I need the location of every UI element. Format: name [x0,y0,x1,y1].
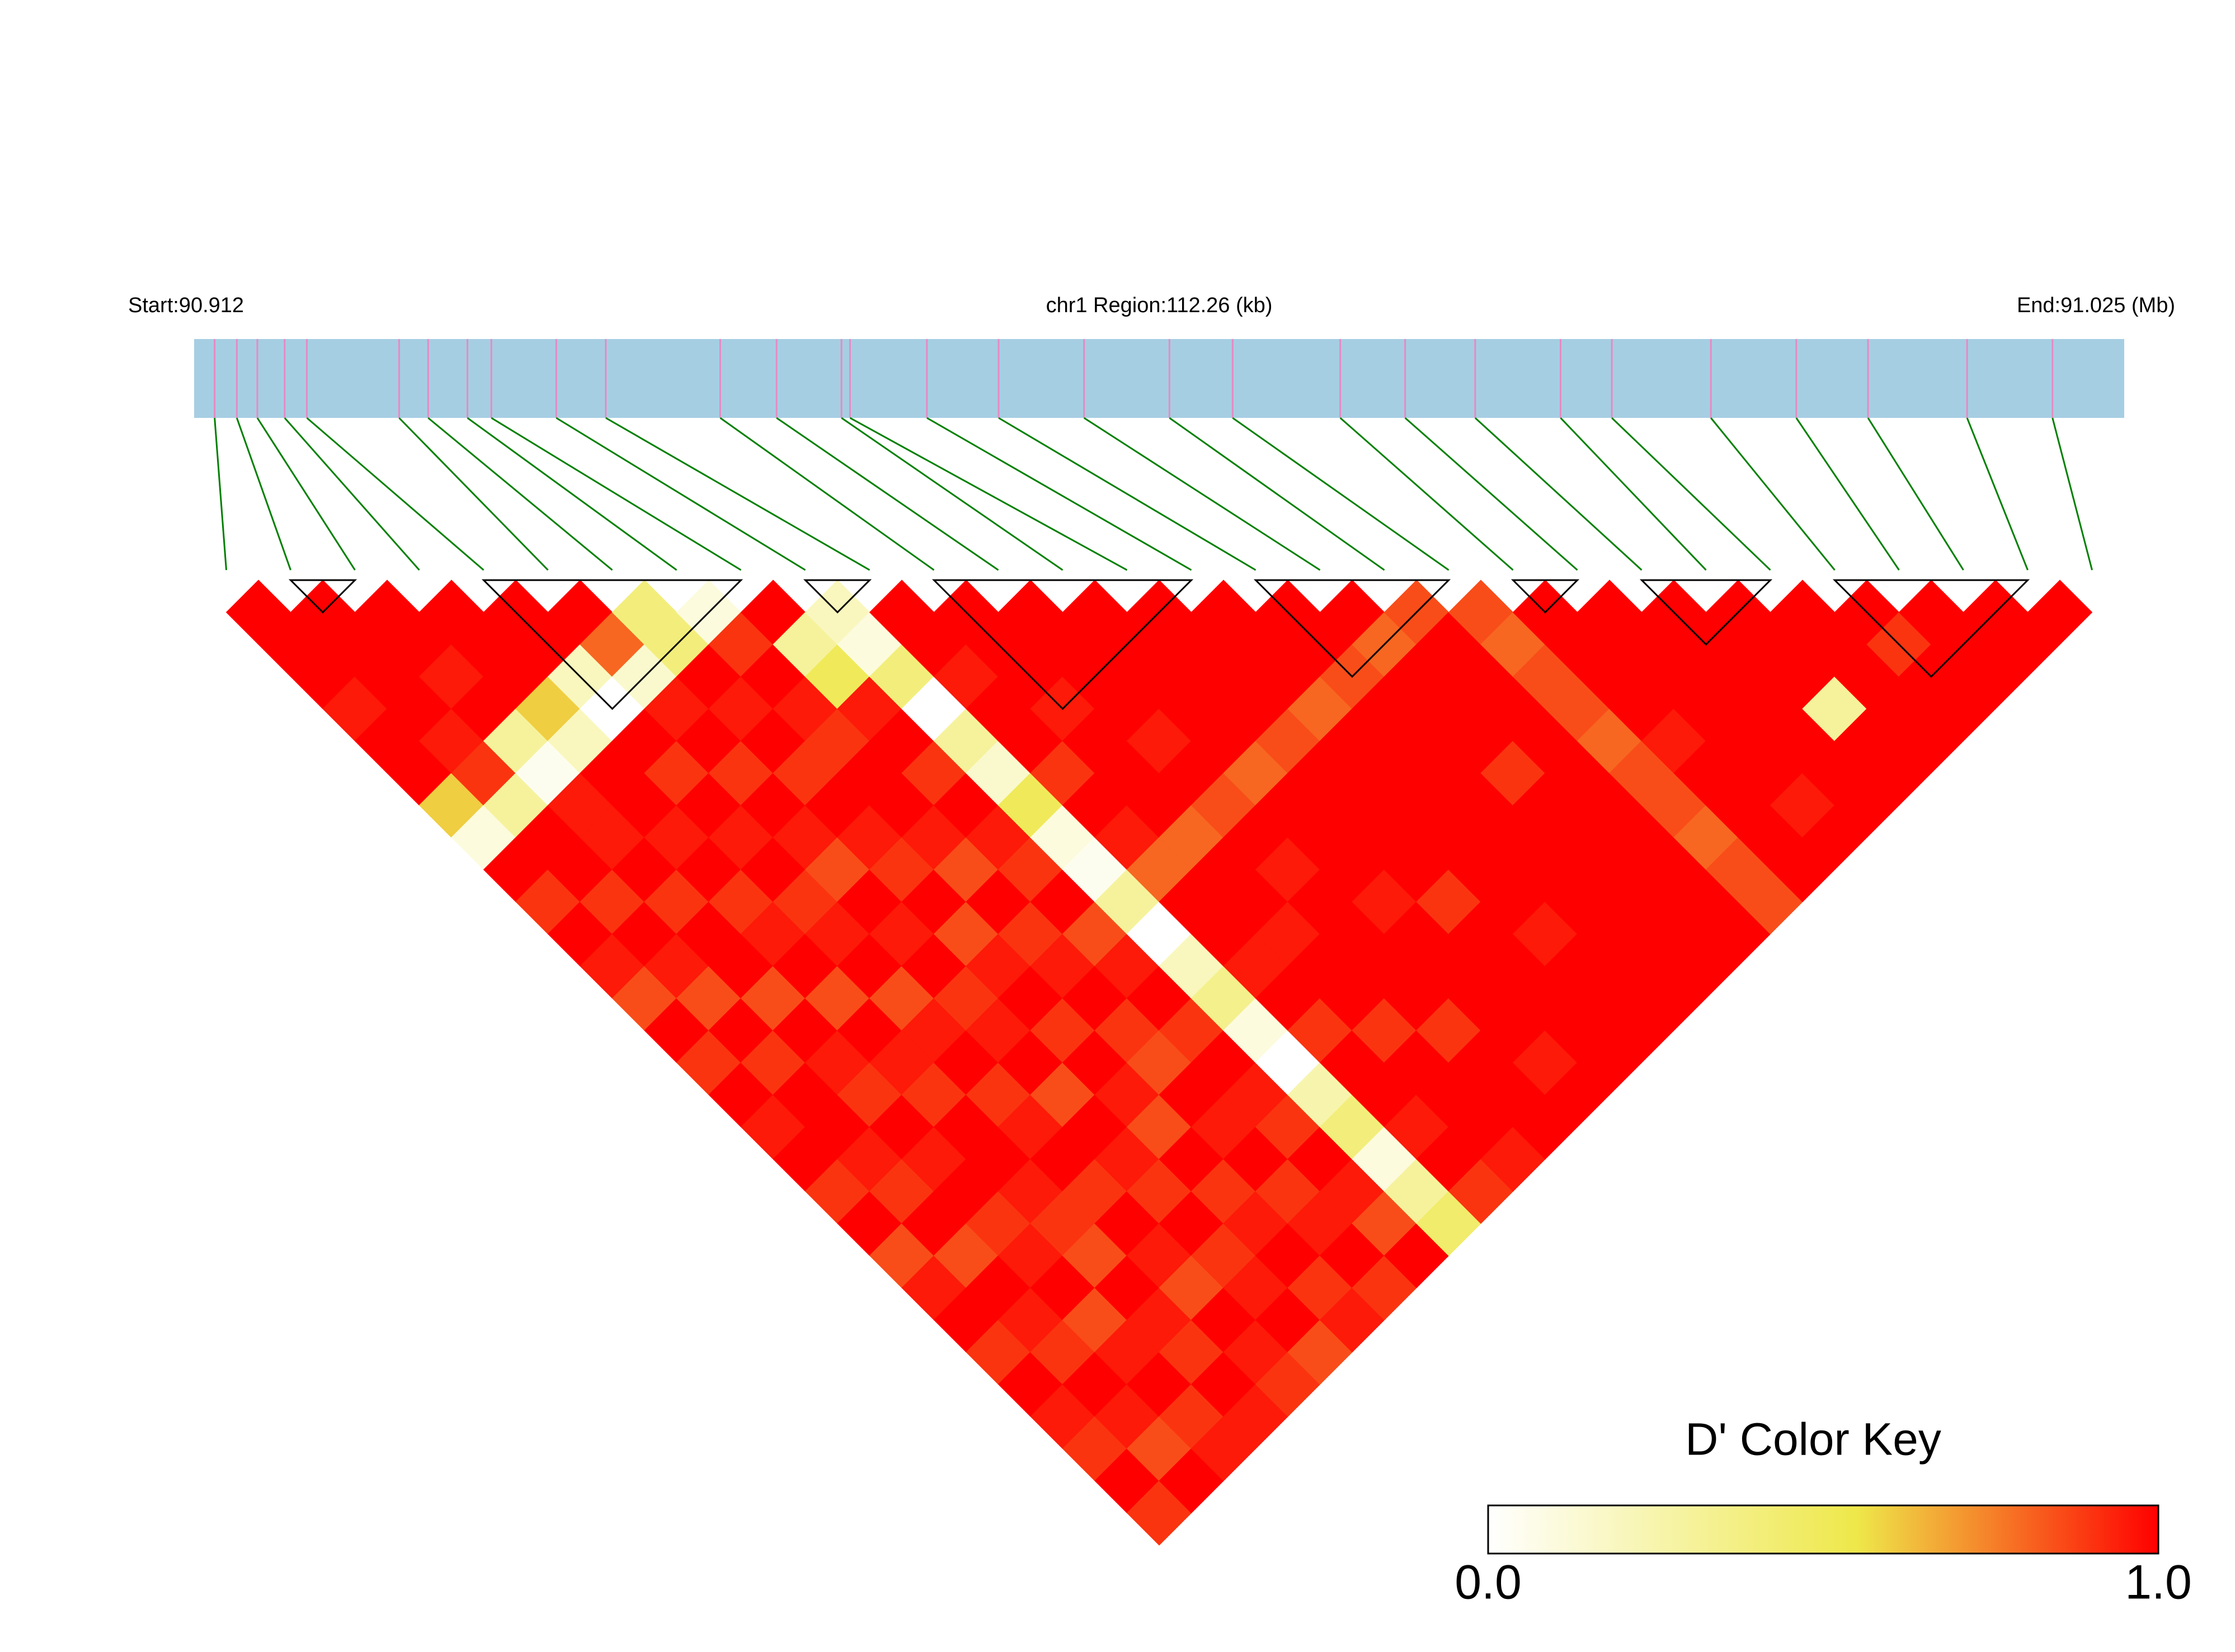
snp-link [1083,417,1321,571]
snp-link [849,417,1128,571]
color-key-title: D' Color Key [1685,1414,1941,1465]
snp-link [427,417,613,571]
snp-link [556,417,806,571]
snp-link [605,417,871,571]
snp-link [284,417,420,571]
snp-link [1966,417,2029,571]
snp-link [256,417,356,571]
end-label: End:91.025 (Mb) [2017,294,2175,317]
ld-cell [2027,580,2093,645]
ld-block [931,579,1194,710]
snp-link [1404,417,1578,571]
snp-link [841,417,1064,571]
snp-link [1232,417,1450,571]
snp-link [467,417,677,571]
ld-block [1253,579,1451,678]
ld-block [1639,579,1773,646]
ld-block [1511,579,1580,614]
snp-link [236,417,291,571]
color-key-bar [1487,1504,2159,1555]
snp-link [491,417,742,571]
snp-link [1474,417,1643,571]
snp-link [719,417,935,571]
snp-link [398,417,549,571]
snp-link [998,417,1257,571]
start-label: Start:90.912 [128,294,244,317]
snp-link [776,417,999,571]
ld-block [481,579,744,710]
snp-link [2052,417,2093,571]
snp-link [1611,417,1771,571]
ld-block [803,579,872,614]
snp-link [1339,417,1514,571]
key-tick-label: 0.0 [1455,1556,1522,1609]
snp-link [1867,417,1964,571]
snp-link [1795,417,1900,571]
snp-link [214,417,227,571]
snp-link [926,417,1192,571]
ld-block [288,579,357,614]
ld-cells [225,580,2093,1546]
snp-link [1560,417,1707,571]
region-title: chr1 Region:112.26 (kb) [1046,294,1273,317]
snp-link [306,417,484,571]
snp-link [1169,417,1385,571]
key-tick-label: 1.0 [2125,1556,2192,1609]
snp-link [1710,417,1836,571]
ld-block [1832,579,2030,678]
region-bar [194,339,2124,418]
